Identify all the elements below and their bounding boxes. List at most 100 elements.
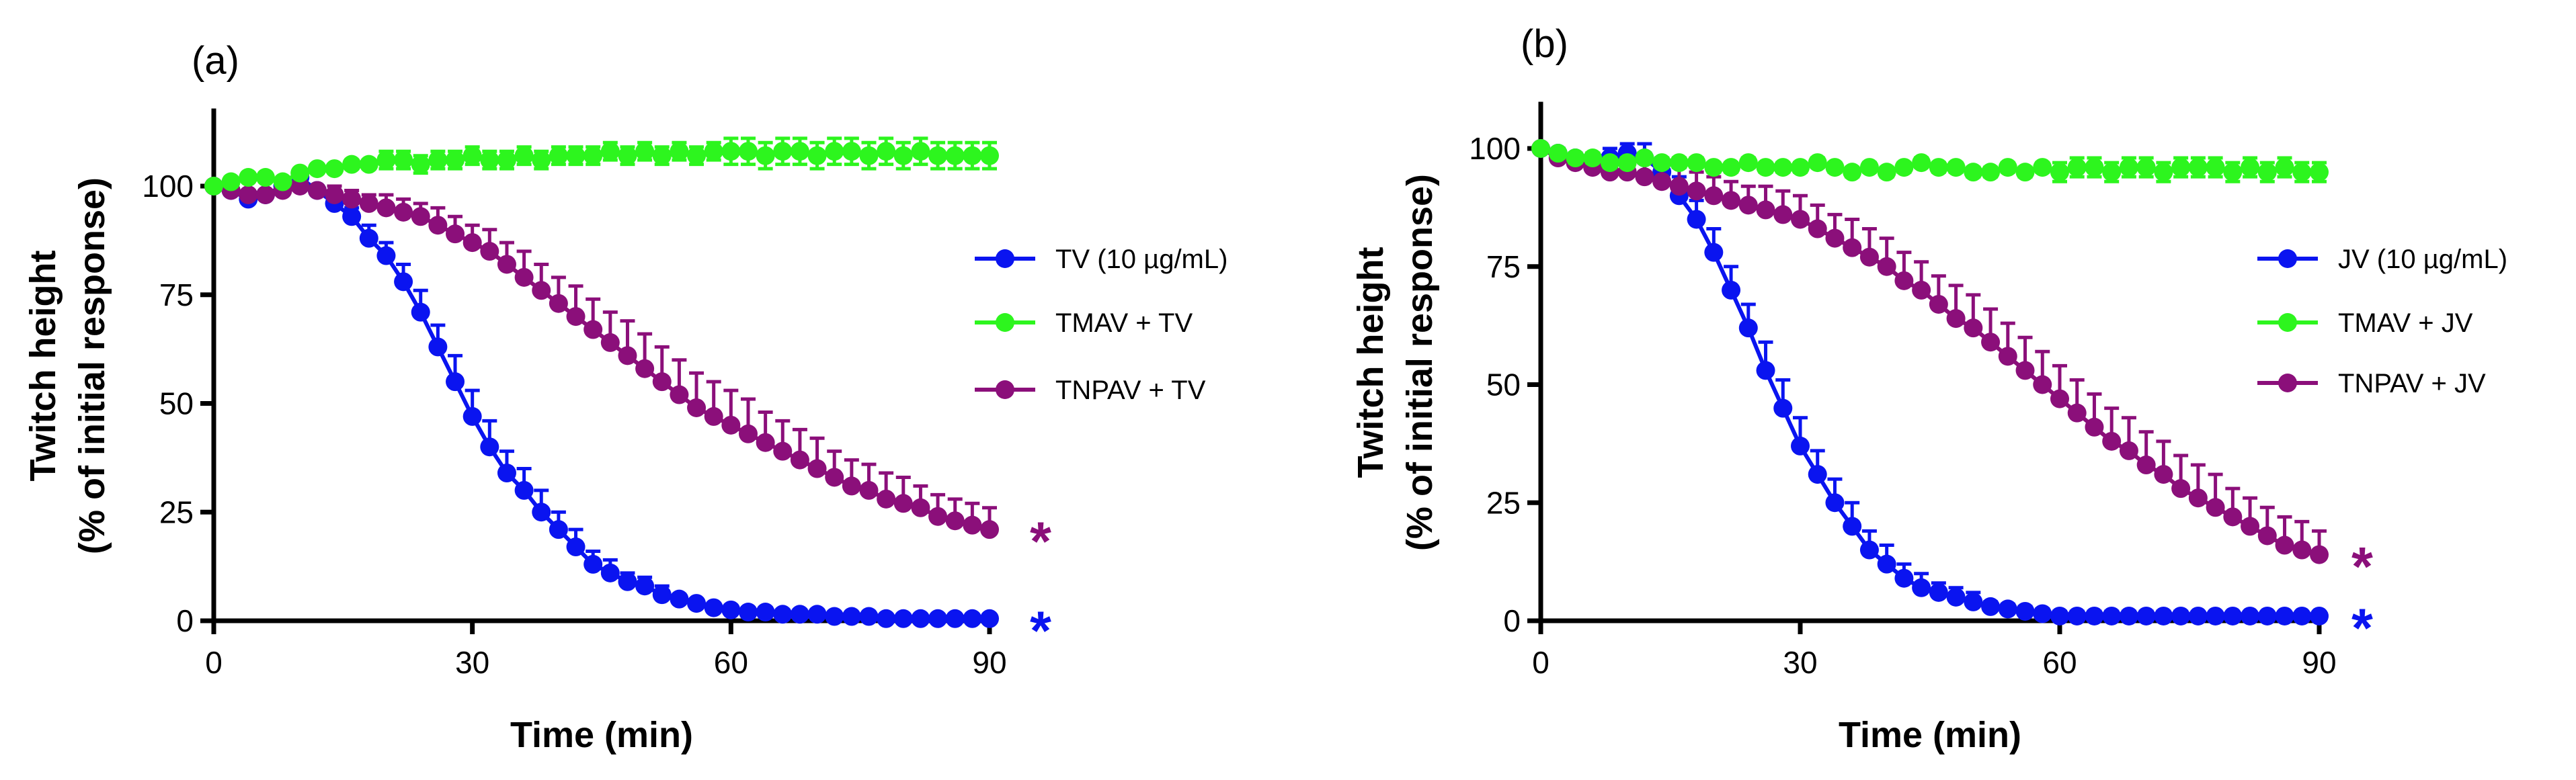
data-point [2154, 465, 2173, 484]
x-axis-title: Time (min) [1839, 715, 2021, 755]
data-point [1600, 153, 1619, 173]
data-point [928, 609, 948, 628]
data-point [1912, 280, 1931, 300]
y-tick-label: 75 [1486, 249, 1521, 284]
data-point [2050, 606, 2069, 625]
data-point [1722, 158, 1741, 177]
data-point [2102, 606, 2122, 625]
data-point [446, 372, 465, 392]
data-point [307, 181, 327, 200]
data-point [1877, 163, 1896, 182]
data-point [1756, 158, 1775, 177]
data-point [480, 150, 499, 170]
data-point [2067, 403, 2087, 423]
legend-label: TNPAV + JV [2338, 369, 2486, 398]
data-point [411, 155, 430, 174]
data-point [342, 155, 362, 174]
series-jv-10-g-ml-: * [1531, 139, 2373, 659]
legend-item: TNPAV + JV [2257, 369, 2486, 398]
data-point [635, 142, 655, 161]
data-point [428, 150, 448, 170]
data-point [2310, 163, 2329, 182]
data-point [1981, 163, 2001, 182]
data-point [2275, 535, 2294, 555]
data-point [2241, 606, 2260, 625]
data-point [290, 163, 310, 183]
data-point [221, 172, 241, 191]
data-point [2188, 606, 2208, 625]
series-tv-10-g-ml-: * [204, 168, 1051, 662]
data-point [704, 142, 723, 161]
data-point [2033, 158, 2052, 177]
legend-item: JV (10 µg/mL) [2257, 245, 2507, 274]
data-point [532, 281, 551, 300]
data-point [2171, 606, 2191, 625]
data-point [600, 563, 620, 582]
data-point [411, 207, 430, 226]
x-tick-label: 60 [714, 645, 748, 680]
x-tick-label: 30 [455, 645, 489, 680]
data-point [2050, 163, 2069, 182]
data-point [2050, 389, 2069, 408]
data-point [1825, 493, 1845, 513]
data-point [2033, 375, 2052, 394]
data-point [480, 242, 499, 261]
data-point [600, 142, 620, 161]
data-point [2257, 606, 2277, 625]
data-point [1981, 333, 2001, 352]
data-point [549, 520, 568, 539]
data-point [1548, 144, 1568, 163]
data-point [2119, 158, 2138, 177]
data-point [1998, 347, 2017, 366]
data-point [980, 146, 999, 165]
data-point [2015, 163, 2035, 182]
significance-star: * [2351, 598, 2373, 659]
data-point [2171, 479, 2191, 499]
data-point [687, 398, 707, 417]
data-point [687, 594, 707, 613]
data-point [670, 589, 689, 609]
data-point [1687, 153, 1706, 173]
data-point [721, 142, 741, 161]
data-point [204, 177, 223, 196]
data-point [963, 146, 982, 165]
data-point [462, 146, 482, 165]
data-point [756, 603, 775, 622]
data-point [2275, 158, 2294, 177]
legend-label: TNPAV + TV [1055, 376, 1206, 405]
data-point [859, 146, 879, 165]
data-point [945, 511, 965, 531]
data-point [756, 146, 775, 165]
y-axis-title: Twitch height [1351, 247, 1391, 478]
data-point [2310, 606, 2329, 625]
data-point [893, 609, 913, 628]
data-point [1635, 148, 1654, 168]
series-line [1540, 146, 2319, 618]
data-point [1929, 582, 1948, 602]
data-point [635, 576, 655, 596]
x-axis-title: Time (min) [510, 715, 693, 755]
data-point [480, 437, 499, 457]
data-point [359, 193, 378, 213]
data-point [376, 150, 396, 170]
data-point [2241, 517, 2260, 536]
data-point [687, 146, 707, 165]
data-point [2067, 158, 2087, 177]
data-point [670, 385, 689, 404]
data-point [618, 572, 637, 591]
legend-label: JV (10 µg/mL) [2338, 245, 2507, 274]
data-point [893, 494, 913, 513]
data-point [1773, 158, 1793, 177]
data-point [1843, 238, 1862, 257]
data-point [1894, 158, 1914, 177]
data-point [2015, 601, 2035, 621]
legend-item: TNPAV + TV [975, 376, 1206, 405]
data-point [928, 146, 948, 165]
data-point [1981, 597, 2001, 616]
data-point [394, 150, 413, 170]
x-tick-label: 0 [205, 645, 223, 680]
data-point [2102, 431, 2122, 451]
data-point [1635, 167, 1654, 187]
legend-item: TMAV + TV [975, 308, 1193, 338]
y-tick-label: 50 [1486, 367, 1521, 402]
